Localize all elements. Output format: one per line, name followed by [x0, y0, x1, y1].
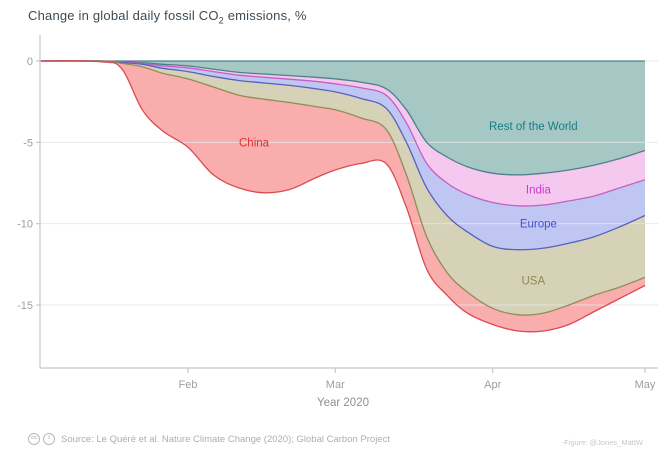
area-band-usa: [40, 60, 646, 316]
area-band-china: [40, 60, 646, 332]
chart-title-subscript: 2: [218, 15, 224, 26]
x-axis-title: Year 2020: [317, 397, 369, 409]
chart-title-prefix: Change in global daily fossil CO: [28, 8, 219, 23]
region-label-india: India: [526, 185, 552, 197]
area-band-rest-of-the-world: [40, 60, 646, 175]
boundary-line-china: [40, 60, 646, 333]
region-label-rest-of-the-world: Rest of the World: [489, 121, 578, 133]
y-tick-label: -5: [23, 137, 33, 149]
area-band-europe: [40, 60, 646, 250]
boundary-lines: [40, 60, 646, 333]
attribution-icon: i: [43, 433, 55, 445]
boundary-line-rest-of-the-world: [40, 60, 646, 176]
area-band-india: [40, 60, 646, 206]
footer: cc i Source: Le Quéré et al. Nature Clim…: [28, 433, 390, 445]
cc-license-icon: cc: [28, 433, 40, 445]
chart-title-suffix: emissions, %: [223, 8, 307, 23]
region-label-china: China: [239, 137, 270, 149]
boundary-line-europe: [40, 60, 646, 251]
x-tick-label: May: [635, 379, 656, 391]
y-tick-label: 0: [27, 56, 33, 68]
area-bands: [40, 60, 646, 332]
region-labels: China Rest of the World India Europe USA: [239, 121, 578, 288]
chart-title: Change in global daily fossil CO2 emissi…: [28, 8, 307, 26]
y-tick-label: -15: [17, 300, 33, 312]
x-tick-label: Feb: [179, 379, 198, 391]
region-label-europe: Europe: [520, 219, 557, 231]
x-tick-label: Apr: [484, 379, 501, 391]
x-tick-label: Mar: [326, 379, 345, 391]
figure-credit: -Figure: @Jones_MattW: [561, 438, 643, 447]
source-text: Source: Le Quéré et al. Nature Climate C…: [61, 433, 390, 445]
y-tick-label: -10: [17, 219, 33, 231]
boundary-line-usa: [40, 60, 646, 316]
region-label-usa: USA: [521, 276, 545, 288]
axes: 0 -5 -10 -15 Feb Mar Apr May Year 2020: [17, 35, 658, 409]
boundary-line-india: [40, 60, 646, 207]
